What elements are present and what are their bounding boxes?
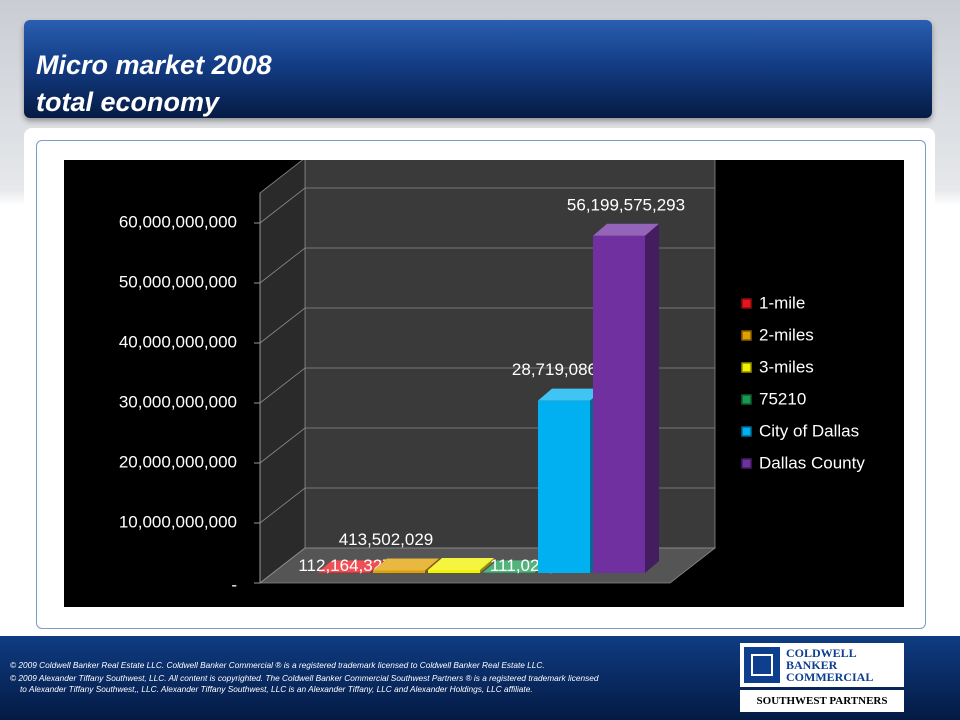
legal-text: © 2009 Alexander Tiffany Southwest, LLC.… (10, 673, 599, 683)
frame (36, 140, 926, 629)
logo-mark (744, 647, 780, 683)
logo-text: COLDWELL (786, 646, 857, 660)
legend-swatch (741, 458, 752, 469)
y-tick-label: 10,000,000,000 (119, 512, 237, 531)
bar-front (318, 572, 370, 573)
legal-text: to Alexander Tiffany Southwest,, LLC. Al… (20, 684, 533, 694)
legend-label: 3-miles (759, 357, 814, 376)
bar-top (593, 223, 659, 236)
bar (593, 223, 659, 573)
grid-line (259, 247, 715, 284)
y-tick-label: 30,000,000,000 (119, 392, 237, 411)
logo-text: BANKER (786, 658, 838, 672)
bar-side (370, 560, 384, 573)
bar (428, 558, 494, 573)
side-wall (259, 160, 306, 584)
data-label: 112,164,327 (298, 556, 391, 575)
chart: - 10,000,000,000 20,000,000,000 30,000,000,… (64, 160, 904, 607)
y-tick-label: 50,000,000,000 (119, 272, 237, 291)
bar-side (480, 558, 494, 573)
bar-side (645, 223, 659, 573)
bar-top (373, 558, 439, 571)
bar (373, 558, 439, 573)
logo-text: COMMERCIAL (786, 670, 874, 684)
y-tick-label: 60,000,000,000 (119, 212, 237, 231)
bar-side (425, 558, 439, 573)
y-tick-label: 20,000,000,000 (119, 452, 237, 471)
legend-swatch (741, 394, 752, 405)
bar-top (538, 388, 604, 401)
grid-line (259, 307, 715, 344)
legend-swatch (741, 362, 752, 373)
partner-name: SOUTHWEST PARTNERS (740, 690, 904, 712)
y-tick-label: 40,000,000,000 (119, 332, 237, 351)
bar (318, 560, 384, 573)
y-tick-label: - (231, 575, 237, 594)
bar-front (538, 400, 590, 573)
header: Micro market 2008 total economy (24, 20, 932, 118)
bar-top (428, 558, 494, 570)
logo: COLDWELL BANKER COMMERCIAL (740, 643, 904, 687)
legend-swatch (741, 298, 752, 309)
legend-label: 1-mile (759, 293, 805, 312)
grid-line (259, 367, 715, 404)
legend-label: 75210 (759, 389, 806, 408)
legend-label: 2-miles (759, 325, 814, 344)
bar-front (373, 570, 425, 573)
legend-label: Dallas County (759, 453, 865, 472)
title: total economy (36, 87, 220, 117)
title: Micro market 2008 (36, 50, 272, 80)
bar-front (428, 570, 480, 573)
legend-label: City of Dallas (759, 421, 859, 440)
legend-swatch (741, 330, 752, 341)
data-label: 56,199,575,293 (567, 195, 685, 214)
bar-top (483, 560, 549, 573)
bar-top (318, 560, 384, 573)
bar-front (483, 572, 535, 573)
legend-swatch (741, 426, 752, 437)
bar-front (593, 235, 645, 573)
legal-text: © 2009 Coldwell Banker Real Estate LLC. … (10, 660, 545, 670)
grid-line (259, 187, 715, 224)
data-label: 413,502,029 (339, 530, 434, 549)
